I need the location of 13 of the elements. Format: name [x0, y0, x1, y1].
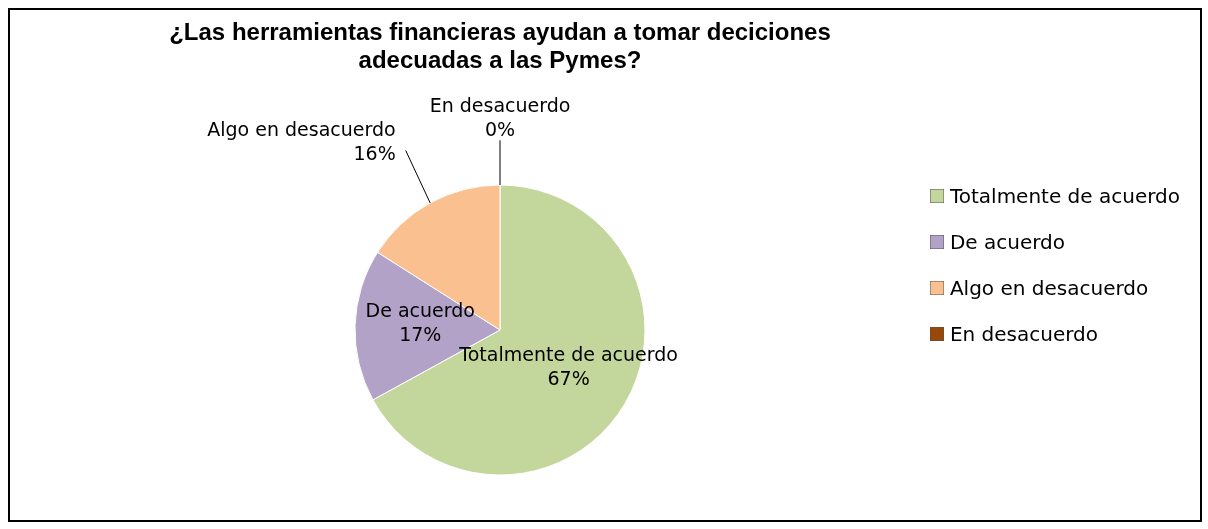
legend-label: Totalmente de acuerdo — [949, 184, 1180, 208]
text: 0% — [484, 118, 516, 141]
slice-label: De acuerdo — [365, 299, 475, 322]
data-label: 16% — [353, 142, 396, 165]
slice-label: Algo en desacuerdo — [207, 118, 396, 141]
data-label: 67% — [547, 366, 590, 389]
legend-label: Algo en desacuerdo — [949, 276, 1149, 300]
data-label: 17% — [399, 323, 442, 346]
category-label: En desacuerdo — [429, 94, 571, 117]
slice-label: Totalmente de acuerdo — [458, 342, 678, 365]
legend-label: En desacuerdo — [949, 322, 1099, 346]
legend-label: De acuerdo — [949, 230, 1066, 254]
chart-title: ¿Las herramientas financieras ayudan a tomar deciciones adecuadas a las Pymes? — [168, 18, 832, 74]
